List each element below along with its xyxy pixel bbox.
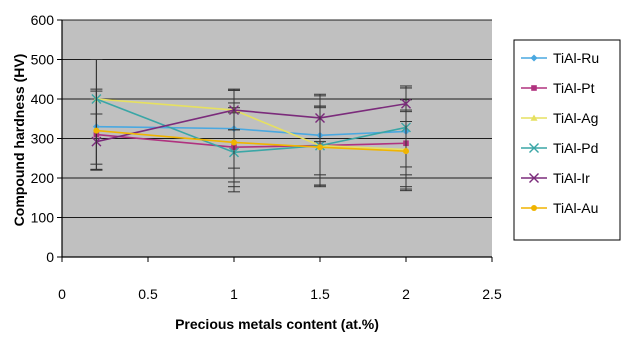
legend-entry-tial-pd: TiAl-Pd xyxy=(521,140,598,156)
y-tick-label: 200 xyxy=(31,170,55,186)
legend-marker-tial-ir xyxy=(529,173,539,183)
series-line-tial-au xyxy=(96,129,407,152)
series-line-tial-ru xyxy=(96,125,407,137)
legend-label-tial-ru: TiAl-Ru xyxy=(553,50,599,66)
data-point-tial-ir xyxy=(401,98,411,109)
series-line-tial-pt xyxy=(96,133,407,148)
y-tick-label: 300 xyxy=(31,131,55,147)
legend-marker-tial-pd xyxy=(529,143,539,153)
legend-marker-tial-pd-stroke-b xyxy=(529,143,539,153)
y-tick-label: 0 xyxy=(46,249,54,265)
legend-marker-tial-ag xyxy=(530,114,538,121)
x-tick-label: 1 xyxy=(230,286,238,302)
x-tick-label: 2 xyxy=(402,286,410,302)
series-tial-au xyxy=(90,90,412,192)
axes xyxy=(57,19,493,262)
tick-labels: 0 100 200 300 400 500 600 0 0.5 1 1.5 2 2.5 xyxy=(31,12,502,302)
series-line-tial-ag xyxy=(96,98,407,151)
legend-entry-tial-pt: TiAl-Pt xyxy=(521,80,595,96)
legend-marker-tial-au xyxy=(531,205,537,211)
series-line-tial-ir xyxy=(96,102,407,143)
x-tick-label: 0.5 xyxy=(138,286,158,302)
series-layer xyxy=(90,59,412,193)
x-axis-title: Precious metals content (at.%) xyxy=(175,316,379,332)
data-point-tial-au xyxy=(403,148,409,155)
y-tick-label: 400 xyxy=(31,91,55,107)
data-point-tial-au xyxy=(231,139,237,146)
legend-label-tial-ag: TiAl-Ag xyxy=(553,110,598,126)
data-point-tial-ir-stroke-b xyxy=(401,98,411,109)
y-axis-title: Compound hardness (HV) xyxy=(11,54,27,227)
legend-entry-tial-ir: TiAl-Ir xyxy=(521,170,590,186)
legend-label-tial-ir: TiAl-Ir xyxy=(553,170,590,186)
legend-entry-tial-au: TiAl-Au xyxy=(521,200,598,216)
legend-marker-tial-pt xyxy=(531,85,537,91)
data-point-tial-au xyxy=(317,144,323,151)
legend-entry-tial-ag: TiAl-Ag xyxy=(521,110,598,126)
legend: TiAl-Ru TiAl-Pt TiAl-Ag TiAl-Pd TiAl-Ir TiAl-… xyxy=(513,39,621,241)
data-point-tial-au xyxy=(93,127,100,134)
x-tick-label: 1.5 xyxy=(310,286,330,302)
x-tick-label: 0 xyxy=(58,286,66,302)
legend-marker-tial-ir-stroke-b xyxy=(529,173,539,183)
x-tick-label: 2.5 xyxy=(482,286,502,302)
legend-entry-tial-ru: TiAl-Ru xyxy=(521,50,599,66)
y-tick-label: 600 xyxy=(31,12,55,28)
legend-label-tial-au: TiAl-Au xyxy=(553,200,598,216)
legend-marker-tial-ru xyxy=(530,54,538,62)
y-tick-label: 500 xyxy=(31,52,55,68)
legend-label-tial-pt: TiAl-Pt xyxy=(553,80,595,96)
y-tick-label: 100 xyxy=(31,210,55,226)
legend-label-tial-pd: TiAl-Pd xyxy=(553,140,598,156)
